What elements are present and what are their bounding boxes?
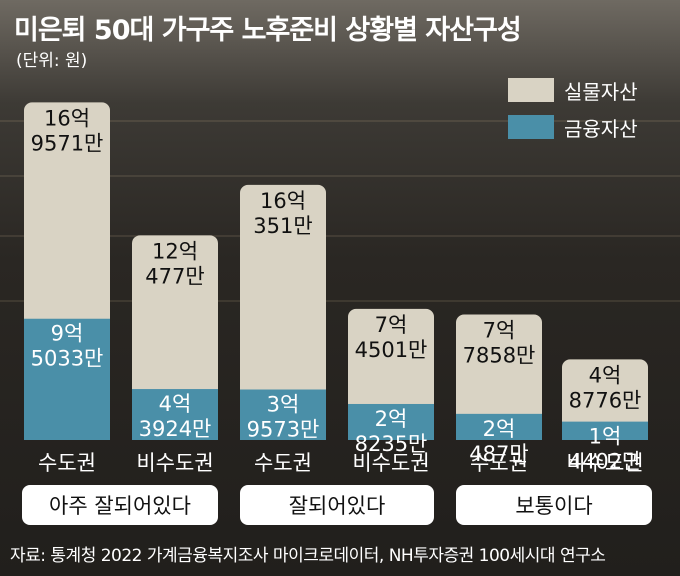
value-label-financial-assets: 3억 9573만 <box>247 393 320 442</box>
legend-label: 금융자산 <box>564 116 638 141</box>
bar-real-assets <box>240 184 326 398</box>
bar-financial-assets <box>348 403 434 440</box>
value-label-financial-assets: 2억 487만 <box>469 417 528 466</box>
category-label: 비수도권 <box>136 451 213 475</box>
value-label-real-assets: 16억 9571만 <box>31 106 104 155</box>
value-label-real-assets: 7억 4501만 <box>355 313 428 362</box>
category-label: 비수도권 <box>566 451 643 475</box>
background-band <box>0 300 680 302</box>
bar-real-assets <box>348 308 434 412</box>
bar-financial-assets <box>132 389 218 440</box>
value-label-real-assets: 12억 477만 <box>145 239 204 288</box>
legend-swatch-real-assets <box>508 78 554 102</box>
legend-label: 실물자산 <box>564 79 638 104</box>
legend-item-financial-assets: 금융자산 <box>508 113 638 141</box>
value-label-financial-assets: 2억 8235만 <box>355 407 428 456</box>
legend-swatch-financial-assets <box>508 115 554 139</box>
value-label-real-assets: 7억 7858만 <box>463 319 536 368</box>
unit-note: (단위: 원) <box>16 51 88 71</box>
background-band <box>0 235 680 237</box>
category-label: 수도권 <box>254 451 312 475</box>
category-label: 수도권 <box>38 451 96 475</box>
background-band <box>0 175 680 177</box>
value-label-financial-assets: 4억 3924만 <box>139 392 212 441</box>
bar-real-assets <box>132 235 218 398</box>
bar-financial-assets <box>562 421 648 440</box>
value-label-financial-assets: 9억 5033만 <box>31 322 104 371</box>
bar-financial-assets <box>24 318 110 440</box>
bar-real-assets <box>456 314 542 422</box>
value-label-real-assets: 4억 8776만 <box>569 363 642 412</box>
group-label-average: 보통이다 <box>456 485 652 525</box>
group-label-well: 잘되어있다 <box>240 485 434 525</box>
group-label-very-well: 아주 잘되어있다 <box>22 485 218 525</box>
category-label: 비수도권 <box>352 451 429 475</box>
chart-title: 미은퇴 50대 가구주 노후준비 상황별 자산구성 <box>14 15 522 46</box>
legend-item-real-assets: 실물자산 <box>508 76 638 104</box>
source-note: 자료: 통계청 2022 가계금융복지조사 마이크로데이터, NH투자증권 10… <box>10 546 606 566</box>
background-band <box>0 120 680 122</box>
bar-real-assets <box>24 102 110 327</box>
bar-financial-assets <box>240 389 326 440</box>
value-label-financial-assets: 1억 4402만 <box>569 425 642 474</box>
category-label: 수도권 <box>470 451 528 475</box>
bar-real-assets <box>562 359 648 430</box>
bar-financial-assets <box>456 413 542 440</box>
value-label-real-assets: 16억 351만 <box>253 189 312 238</box>
